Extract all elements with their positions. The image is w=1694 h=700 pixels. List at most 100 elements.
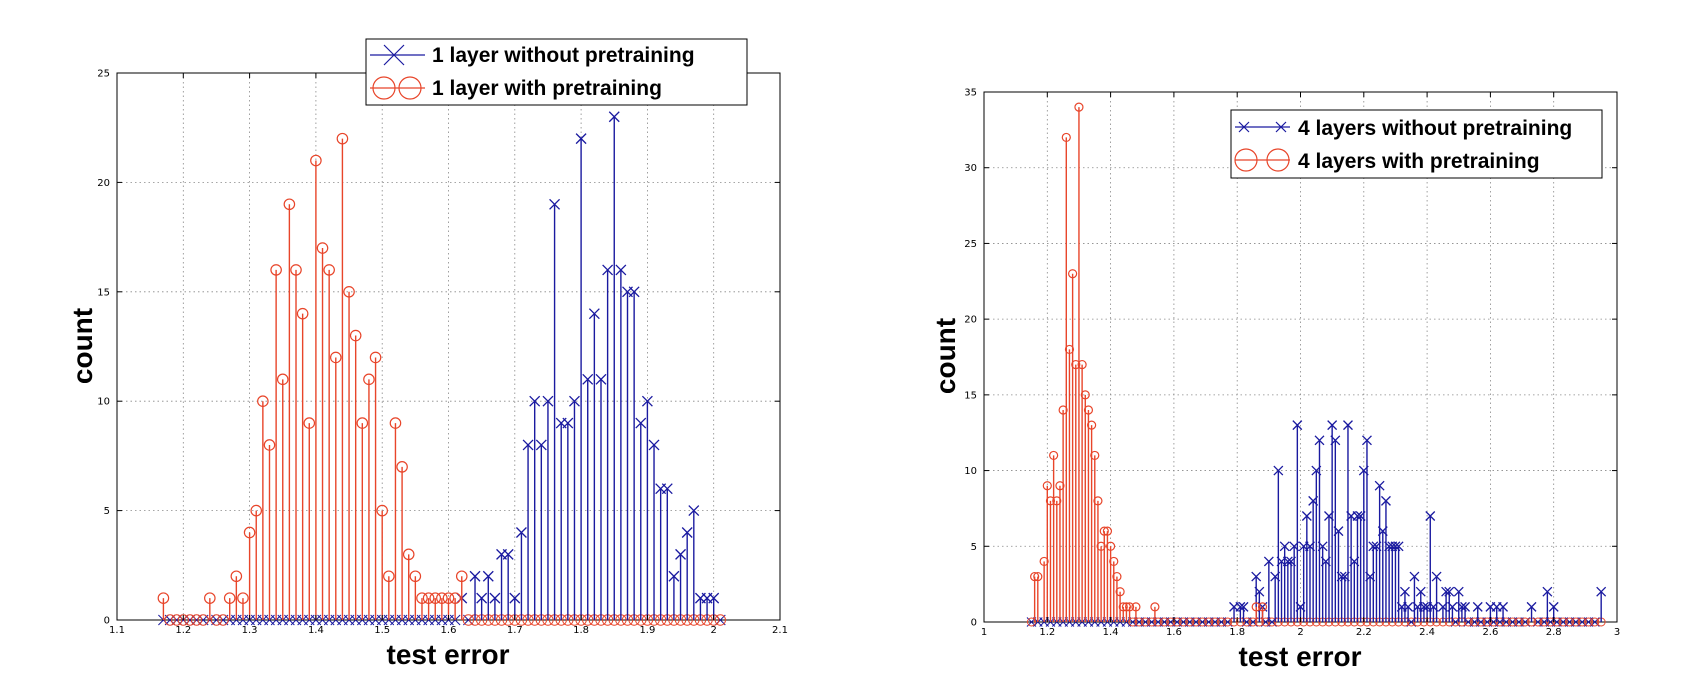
chart-1-s0-marker-37	[708, 592, 720, 604]
chart-1-s1-marker-8	[263, 439, 276, 451]
chart-2-y-tick-label-0: 0	[971, 618, 977, 629]
chart-2-s1-marker-13	[1074, 102, 1084, 112]
chart-2-s1-marker-2	[1039, 556, 1049, 567]
chart-2-s0-marker-68	[1498, 601, 1509, 612]
chart-2-s1-zero-marker-77	[1514, 617, 1524, 627]
chart-2-legend-box	[1230, 109, 1603, 179]
chart-2-s1-zero-marker-67	[1451, 617, 1461, 627]
chart-2-s1-zero-marker-0	[1026, 617, 1036, 627]
chart-2-s1-zero-marker-38	[1267, 617, 1277, 627]
chart-2-s1-marker-11	[1068, 269, 1078, 279]
chart-2-s1-marker-27	[1118, 602, 1128, 612]
chart-1-s0-marker-4	[489, 592, 501, 604]
chart-1-s0-marker-12	[542, 395, 554, 407]
chart-1-s1-zero-marker-84	[714, 614, 727, 626]
chart-1-s1-zero-marker-3	[177, 614, 190, 626]
chart-1-legend-label-with: 1 layer with pretraining	[432, 77, 662, 100]
chart-2-s0-marker-36	[1362, 435, 1372, 446]
chart-2-x-tick-label-9: 2.8	[1546, 627, 1562, 638]
chart-2-s1-zero-marker-80	[1533, 617, 1543, 627]
chart-1-s0-marker-18	[582, 373, 594, 385]
chart-1-s1-marker-10	[276, 373, 289, 386]
chart-1-stems	[157, 111, 727, 626]
chart-1-x-tick-label-2: 1.3	[242, 625, 258, 636]
chart-1-s1-marker-16	[316, 242, 329, 254]
chart-2-s0-marker-4	[1254, 586, 1265, 597]
chart-1-s1-marker-37	[455, 570, 468, 583]
chart-1-s1-marker-27	[389, 417, 402, 429]
chart-1-legend: 1 layer without pretraining 1 layer with…	[365, 38, 748, 106]
chart-2-s1-marker-14	[1077, 359, 1087, 370]
chart-2-s1-zero-marker-81	[1539, 617, 1549, 627]
chart-2-s1-zero-marker-76	[1508, 617, 1518, 627]
chart-2-y-tick-label-2: 10	[964, 466, 977, 477]
chart-2-s0-marker-10	[1279, 541, 1290, 552]
chart-1-s0-marker-34	[688, 505, 700, 517]
chart-2-y-tick-label-6: 30	[964, 163, 977, 174]
chart-1-s1-marker-34	[436, 592, 448, 604]
chart-1-s1-marker-32	[422, 592, 435, 604]
chart-2-s1-zero-marker-35	[1248, 617, 1258, 627]
chart-2-s0-marker-62	[1453, 586, 1464, 597]
chart-2-s1-zero-marker-73	[1489, 617, 1499, 627]
chart-1-s0-marker-31	[668, 570, 680, 582]
chart-2-s1-zero-marker-88	[1584, 617, 1594, 627]
chart-2-s1-marker-12	[1071, 359, 1081, 370]
chart-2-s1-zero-marker-17	[1134, 617, 1144, 627]
chart-2-s1-marker-31	[1150, 602, 1160, 612]
chart-1-s1-marker-11	[283, 198, 296, 211]
chart-2-x-tick-label-0: 1	[981, 627, 987, 638]
chart-1-s0-marker-19	[588, 308, 600, 320]
chart-1-s1-marker-18	[329, 351, 342, 364]
chart-1-legend-marker-x	[383, 44, 405, 66]
chart-2-s0-marker-65	[1472, 601, 1483, 612]
chart-1-s0-marker-32	[675, 548, 687, 560]
chart-1-x-tick-label-1: 1.2	[175, 625, 191, 636]
chart-2-legend-marker-o-2	[1266, 148, 1290, 172]
chart-1-s0-marker-28	[648, 439, 660, 451]
chart-2-s0-marker-25	[1327, 420, 1338, 431]
chart-1-y-tick-label-4: 20	[97, 178, 110, 189]
chart-1-s0-marker-2	[476, 592, 488, 604]
chart-2-s1-zero-marker-86	[1571, 617, 1581, 627]
chart-1-legend-marker-o-2	[398, 76, 422, 100]
chart-1-x-tick-label-8: 1.9	[639, 625, 655, 636]
chart-2-s0-marker-3	[1251, 571, 1262, 582]
chart-1-x-tick-label-9: 2	[711, 625, 717, 636]
chart-2-s0-marker-71	[1548, 601, 1559, 612]
chart-1-s1-marker-0	[157, 592, 170, 604]
chart-1-s1-marker-3	[230, 570, 243, 583]
chart-2-s1-zero-marker-72	[1482, 617, 1492, 627]
chart-2-s0-marker-17	[1301, 511, 1312, 521]
chart-1-s0-marker-27	[641, 395, 653, 407]
chart-1-y-tick-label-5: 25	[97, 69, 110, 80]
chart-1-s1-marker-21	[349, 329, 362, 342]
chart-2-s0-marker-61	[1447, 601, 1458, 612]
chart-1-s1-marker-5	[243, 526, 256, 539]
chart-1-s1-marker-33	[429, 592, 442, 604]
chart-2-s1-marker-6	[1052, 496, 1062, 506]
chart-2-s1-marker-32	[1251, 602, 1261, 612]
chart-1-s0-marker-10	[529, 395, 541, 407]
chart-2-s0-marker-8	[1273, 465, 1284, 476]
chart-2-s1-marker-0	[1030, 571, 1040, 582]
chart-2-s1-marker-15	[1080, 390, 1090, 400]
chart-2-legend-marker-o-1	[1234, 148, 1258, 172]
chart-2-s1-zero-marker-74	[1495, 617, 1505, 627]
chart-1-s1-zero-marker-6	[197, 614, 209, 626]
chart-1-s1-marker-35	[442, 592, 455, 604]
chart-2-s1-zero-marker-78	[1520, 617, 1530, 627]
chart-2-s1-marker-10	[1064, 344, 1075, 355]
chart-1-s1-marker-7	[257, 395, 269, 407]
chart-1-s0-marker-26	[635, 417, 647, 429]
chart-2-s1-marker-25	[1112, 571, 1122, 582]
chart-2-legend: 4 layers without pretraining 4 layers wi…	[1230, 109, 1603, 179]
chart-2-s1-marker-23	[1105, 541, 1116, 551]
chart-2-y-tick-label-1: 5	[971, 542, 977, 553]
chart-2-s0-marker-22	[1317, 541, 1328, 552]
chart-1-s1-marker-23	[363, 373, 375, 386]
chart-2-s1-marker-33	[1257, 602, 1268, 612]
chart-1-x-tick-label-3: 1.4	[308, 625, 324, 636]
chart-2-s1-zero-marker-21	[1159, 617, 1169, 627]
